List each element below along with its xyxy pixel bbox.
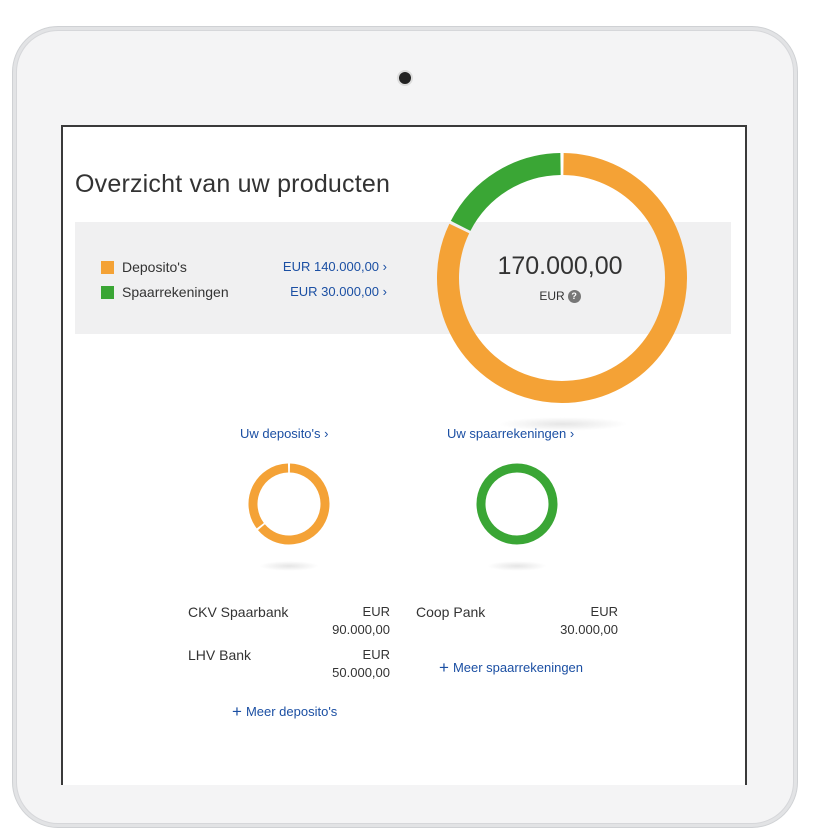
bank-amount: EUR 50.000,00 — [332, 646, 390, 682]
total-value: 170.000,00 — [497, 252, 623, 280]
more-deposits-link[interactable]: + Meer deposito's — [232, 702, 338, 721]
deposits-section-link[interactable]: Uw deposito's › — [240, 426, 329, 441]
savings-section-link[interactable]: Uw spaarrekeningen › — [447, 426, 574, 441]
deposits-link-label: Uw deposito's — [240, 426, 321, 441]
bank-value: 50.000,00 — [332, 665, 390, 680]
donut-slice-ckv — [258, 463, 330, 545]
question-circle-icon[interactable]: ? — [567, 290, 581, 304]
savings-amount-link[interactable]: EUR 30.000,00 › — [290, 284, 387, 299]
deposits-swatch — [101, 260, 114, 274]
plus-icon: + — [439, 658, 449, 677]
chevron-right-icon: › — [382, 259, 387, 274]
deposits-donut-chart — [248, 463, 330, 545]
savings-donut-shadow — [487, 561, 547, 571]
legend-deposits: Deposito's — [101, 259, 187, 275]
summary-panel: Deposito's Spaarrekeningen EUR 140.000,0… — [75, 222, 731, 334]
total-currency-label: EUR — [539, 289, 565, 303]
bank-value: 90.000,00 — [332, 622, 390, 637]
legend-savings: Spaarrekeningen — [101, 284, 229, 300]
savings-swatch — [101, 285, 114, 299]
deposits-amount-link[interactable]: EUR 140.000,00 › — [283, 259, 387, 274]
bank-currency: EUR — [362, 604, 390, 619]
savings-link-label: Uw spaarrekeningen — [447, 426, 567, 441]
bank-name: CKV Spaarbank — [188, 604, 289, 620]
donut-shadow — [498, 417, 628, 431]
donut-slice-lhv — [248, 463, 289, 529]
legend-savings-label: Spaarrekeningen — [122, 284, 229, 300]
donut-slice-coop — [476, 463, 558, 545]
bank-name: LHV Bank — [188, 647, 252, 663]
bank-amount: EUR 90.000,00 — [332, 603, 390, 639]
chevron-right-icon: › — [382, 284, 387, 299]
plus-icon: + — [232, 702, 242, 721]
savings-amount: EUR 30.000,00 — [290, 284, 380, 299]
bank-value: 30.000,00 — [560, 622, 618, 637]
deposits-donut-shadow — [259, 561, 319, 571]
donut-slice-savings — [450, 153, 561, 232]
bank-currency: EUR — [362, 647, 390, 662]
legend-deposits-label: Deposito's — [122, 259, 187, 275]
more-savings-link[interactable]: + Meer spaarrekeningen — [439, 658, 584, 677]
chevron-right-icon: › — [324, 426, 329, 441]
more-deposits-label: Meer deposito's — [245, 704, 338, 719]
chevron-right-icon: › — [569, 426, 575, 441]
more-savings-label: Meer spaarrekeningen — [452, 660, 584, 675]
deposits-amount: EUR 140.000,00 — [282, 259, 380, 274]
total-currency: EUR? — [470, 289, 650, 304]
camera-icon — [399, 72, 411, 84]
bank-currency: EUR — [590, 604, 618, 619]
total-donut-chart — [437, 153, 687, 403]
page-title: Overzicht van uw producten — [75, 170, 391, 198]
donut-slice-deposits — [437, 153, 687, 403]
savings-donut-chart — [476, 463, 558, 545]
bank-name: Coop Pank — [416, 604, 486, 620]
bank-amount: EUR 30.000,00 — [560, 603, 618, 639]
